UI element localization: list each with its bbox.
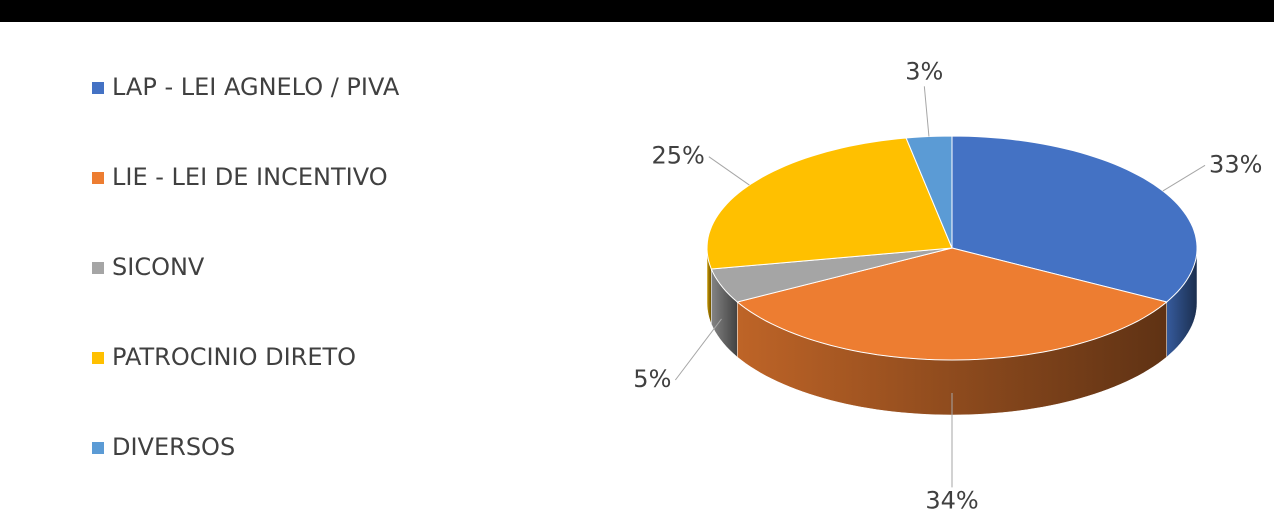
legend-label: LAP - LEI AGNELO / PIVA	[112, 73, 400, 101]
top-bar	[0, 0, 1274, 22]
legend-swatch	[92, 82, 104, 94]
legend-swatch	[92, 442, 104, 454]
data-label: 33%	[1209, 150, 1262, 178]
legend-label: LIE - LEI DE INCENTIVO	[112, 163, 388, 191]
slice	[736, 247, 1168, 361]
slice	[706, 137, 953, 270]
legend-label: DIVERSOS	[112, 433, 235, 461]
data-label: 34%	[925, 486, 978, 514]
data-label: 25%	[651, 142, 704, 170]
leader-line	[923, 86, 930, 137]
data-label: 3%	[905, 57, 943, 85]
leader-line	[708, 156, 750, 186]
legend-swatch	[92, 352, 104, 364]
legend-swatch	[92, 262, 104, 274]
legend-label: PATROCINIO DIRETO	[112, 343, 356, 371]
data-label: 5%	[633, 365, 671, 393]
legend-label: SICONV	[112, 253, 205, 281]
legend-swatch	[92, 172, 104, 184]
leader-line	[1162, 164, 1206, 192]
slice	[710, 247, 953, 303]
leader-line	[674, 318, 722, 381]
